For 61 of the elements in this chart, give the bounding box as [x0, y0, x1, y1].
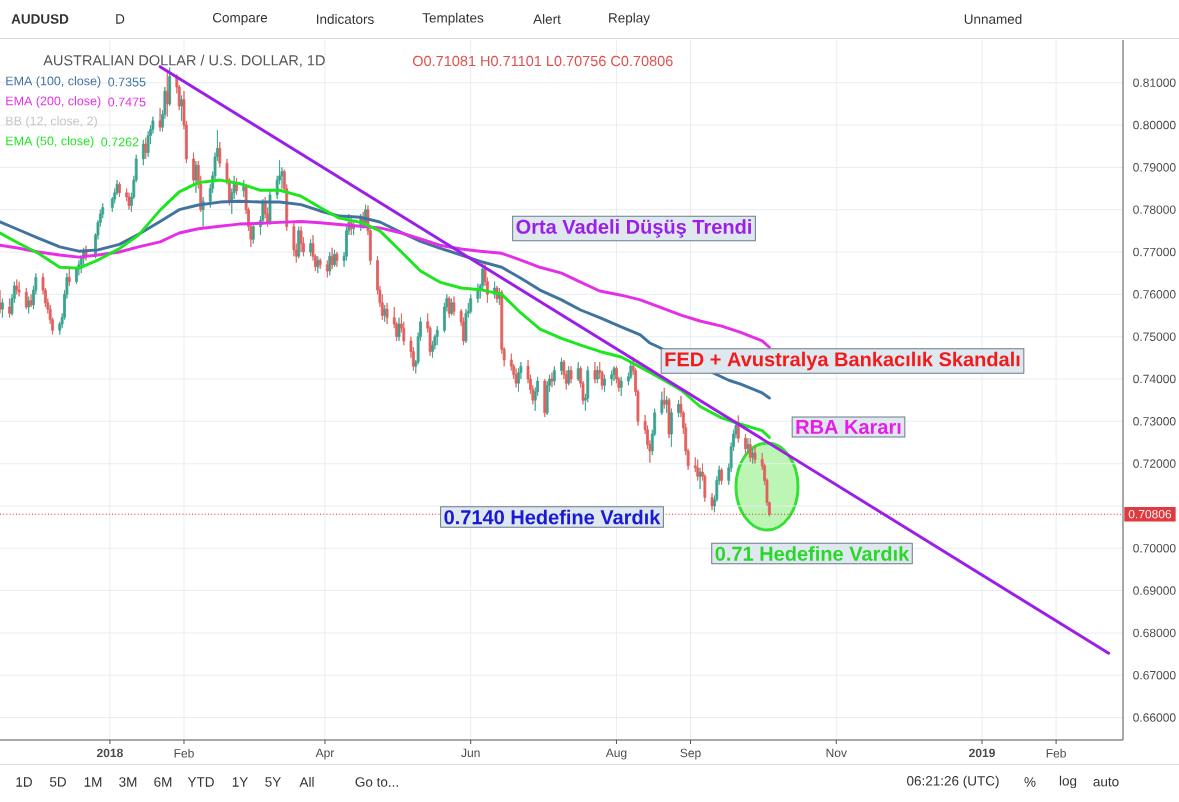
text: Templates: [422, 12, 484, 26]
text: Replay: [609, 12, 650, 26]
y-tick-label: 0.75000: [1133, 332, 1176, 341]
y-tick-label: 0.81000: [1133, 78, 1176, 87]
annotation: Orta Vadeli Düşüş Trendi: [516, 219, 751, 238]
text: Go to...: [355, 777, 398, 787]
ref-line-label: 0.70806: [1128, 509, 1172, 519]
y-tick-label: 0.70000: [1133, 544, 1176, 553]
text: D: [116, 14, 125, 24]
text: AUSTRALIAN DOLLAR / U.S. DOLLAR, 1D: [43, 54, 325, 68]
annotation: FED + Avustralya Bankacılık Skandalı: [665, 351, 1020, 371]
y-tick-label: 0.73000: [1133, 417, 1176, 426]
text: Indicators: [317, 14, 374, 24]
text: 1D: [16, 777, 32, 787]
text: 5Y: [265, 777, 281, 787]
annotation: 0.7140 Hedefine Vardık: [444, 509, 661, 525]
text: YTD: [187, 777, 214, 787]
y-tick-label: 0.66000: [1133, 713, 1176, 722]
text: EMA (50, close): [6, 136, 94, 148]
x-tick-label: Jun: [461, 748, 480, 758]
x-tick-label: 2018: [96, 748, 123, 758]
annotation: 0.7355: [108, 77, 146, 87]
text: Compare: [212, 12, 268, 26]
text: All: [299, 777, 314, 787]
y-tick-label: 0.69000: [1133, 586, 1176, 595]
y-tick-label: 0.67000: [1133, 670, 1176, 680]
text: 06:21:26 (UTC): [907, 775, 999, 789]
text: AUDUSD: [11, 14, 69, 24]
text: Unnamed: [964, 14, 1022, 24]
text: O0.71081 H0.71101 L0.70756 C0.70806: [412, 55, 673, 67]
y-tick-label: 0.79000: [1133, 163, 1176, 172]
y-tick-label: 0.77000: [1133, 247, 1176, 257]
x-tick-label: Nov: [826, 748, 847, 758]
annotation: 0.7262: [101, 137, 139, 147]
x-tick-label: Apr: [315, 748, 335, 760]
annotation: BB (12, close, 2): [6, 116, 97, 128]
x-tick-label: Feb: [1046, 748, 1066, 758]
text: %: [1024, 777, 1036, 787]
x-tick-label: Aug: [605, 748, 627, 760]
x-tick-label: Sep: [680, 748, 701, 760]
text: 1Y: [232, 777, 248, 787]
text: 1M: [84, 777, 102, 787]
x-tick-label: Feb: [174, 748, 194, 758]
y-tick-label: 0.72000: [1133, 459, 1176, 468]
text: 3M: [119, 777, 137, 787]
text: EMA (200, close): [6, 96, 101, 108]
y-tick-label: 0.74000: [1133, 374, 1176, 384]
y-tick-label: 0.76000: [1133, 290, 1176, 299]
y-tick-label: 0.68000: [1133, 628, 1176, 638]
text: auto: [1093, 777, 1119, 787]
y-tick-label: 0.78000: [1133, 205, 1176, 214]
annotation: RBA Kararı: [796, 420, 901, 434]
annotation: 0.71 Hedefine Vardık: [715, 546, 910, 561]
text: Alert: [533, 14, 561, 24]
text: 5D: [49, 777, 66, 787]
text: EMA (100, close): [6, 76, 101, 88]
annotation: 0.7475: [108, 97, 146, 107]
x-tick-label: 2019: [969, 748, 995, 758]
y-tick-label: 0.80000: [1133, 120, 1176, 130]
text: log: [1059, 775, 1077, 789]
text: 6M: [154, 777, 172, 787]
